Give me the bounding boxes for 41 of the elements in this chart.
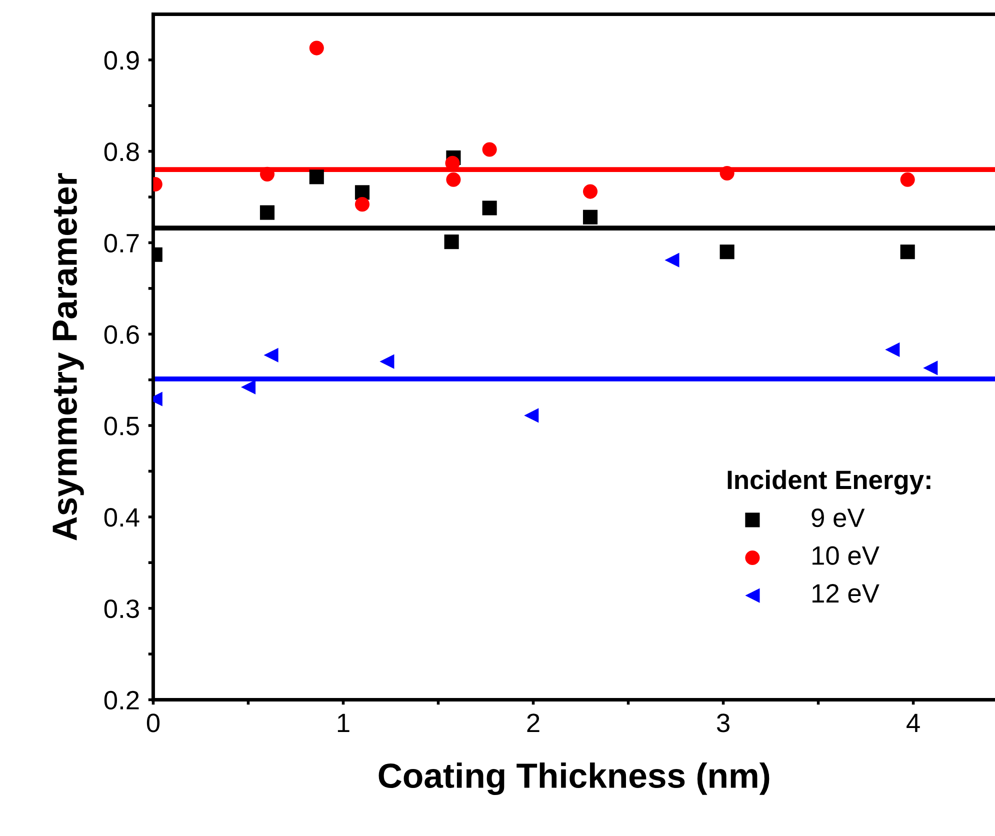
point	[482, 142, 497, 157]
point	[482, 200, 497, 216]
x-tick-label: 2	[527, 714, 540, 732]
legend-title: Incident Energy:	[728, 470, 930, 495]
point	[260, 205, 275, 220]
legend-label: 12 eV	[812, 584, 880, 603]
y-tick-label: 0.4	[104, 508, 140, 527]
x-axis-title: Coating Thickness (nm)	[378, 762, 770, 796]
point	[354, 197, 370, 212]
point	[923, 360, 938, 376]
point	[260, 166, 275, 182]
y-tick-label: 0.2	[104, 690, 139, 710]
y-tick-label: 0.9	[104, 51, 139, 70]
point	[524, 408, 539, 423]
point	[900, 244, 915, 260]
point	[264, 348, 278, 362]
point	[309, 40, 324, 56]
point	[240, 380, 256, 394]
y-tick-label: 0.8	[104, 142, 139, 162]
x-tick-label: 3	[716, 714, 730, 732]
point	[582, 184, 598, 199]
point	[309, 170, 324, 184]
y-axis-title: Asymmetry Parameter	[52, 173, 84, 540]
point	[380, 354, 394, 369]
point	[900, 172, 915, 187]
y-tick-label: 0.6	[104, 325, 139, 344]
x-tick-label: 0	[146, 714, 160, 732]
legend-label: 10 eV	[812, 546, 880, 565]
point	[720, 166, 734, 181]
x-tick-label: 4	[906, 714, 920, 732]
legend-label: 9 eV	[812, 508, 865, 528]
point	[885, 342, 900, 357]
point	[444, 234, 459, 250]
y-tick-label: 0.7	[104, 234, 139, 253]
point	[582, 210, 598, 224]
point	[720, 244, 734, 260]
y-tick-label: 0.5	[104, 416, 139, 436]
x-tick-label: 1	[338, 714, 350, 732]
point	[664, 252, 680, 268]
point	[446, 172, 461, 187]
y-tick-label: 0.3	[104, 599, 139, 618]
